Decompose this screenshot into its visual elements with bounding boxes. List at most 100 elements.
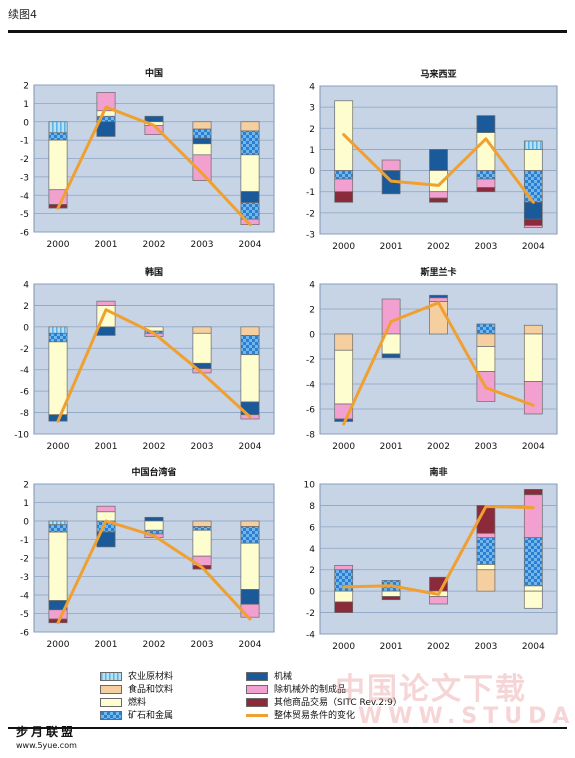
legend-swatch bbox=[246, 672, 268, 681]
bar-segment-ores bbox=[48, 132, 68, 141]
chart-panel: -6 -5 -4 -3 -2 -1 0 1 2 中国 2000 2001 2002 2003 2004 bbox=[20, 67, 275, 250]
bar-segment-manu bbox=[381, 298, 401, 335]
legend-swatch bbox=[100, 711, 122, 720]
brand-name: 步月联盟 bbox=[16, 725, 77, 739]
legend-label: 除机械外的制成品 bbox=[274, 685, 347, 695]
bar-segment-manu bbox=[96, 300, 116, 306]
bar-segment-manu bbox=[476, 532, 496, 538]
bar-segment-mach bbox=[240, 589, 260, 605]
legend-label: 其他商品交易（SITC Rev.2:9） bbox=[274, 698, 402, 708]
bar-segment-ores bbox=[523, 170, 543, 203]
bar-segment-food bbox=[523, 324, 543, 335]
y-tick-label: 2 bbox=[23, 82, 29, 92]
y-tick-label: -2 bbox=[20, 555, 29, 565]
bar-segment-fuel bbox=[334, 590, 354, 603]
y-tick-label: 0 bbox=[309, 167, 315, 177]
chart-panel: -6 -5 -4 -3 -2 -1 0 1 2 中国台湾省 2000 2001 2002 2003 2004 bbox=[20, 466, 275, 650]
chart-title: 中国台湾省 bbox=[131, 466, 176, 478]
bar-segment-fuel bbox=[334, 349, 354, 405]
bar-segment-fuel bbox=[192, 332, 212, 364]
legend-label: 农业原材料 bbox=[128, 672, 174, 682]
bar-segment-ores bbox=[192, 526, 212, 531]
bar-segment-manu bbox=[381, 159, 401, 171]
chart-title: 中国 bbox=[145, 67, 163, 79]
y-tick-label: -6 bbox=[20, 388, 29, 398]
bar-segment-ores bbox=[48, 332, 68, 343]
x-tick-label: 2003 bbox=[474, 442, 497, 452]
chart-panel: -8 -6 -4 -2 0 2 4 斯里兰卡 2000 2001 2002 2003 2004 bbox=[306, 266, 558, 452]
x-tick-label: 2002 bbox=[427, 642, 450, 652]
bar-segment-ores bbox=[476, 537, 496, 565]
bar-segment-food bbox=[240, 121, 260, 132]
x-tick-label: 2003 bbox=[474, 642, 497, 652]
bar-segment-ores bbox=[48, 524, 68, 533]
bar-segment-fuel bbox=[523, 149, 543, 171]
bar-segment-other bbox=[334, 191, 354, 203]
bar-segment-manu bbox=[523, 381, 543, 415]
x-tick-label: 2004 bbox=[522, 442, 545, 452]
bar-segment-fuel bbox=[523, 590, 543, 609]
bar-segment-other bbox=[523, 489, 543, 496]
bar-segment-manu bbox=[523, 225, 543, 229]
y-tick-label: -2 bbox=[20, 155, 29, 165]
chart-panel: -4 -2 0 2 4 6 8 10 南非 2000 2001 2002 2003 2004 bbox=[304, 466, 558, 652]
bar-segment-ores bbox=[240, 130, 260, 156]
x-tick-label: 2003 bbox=[191, 240, 214, 250]
x-tick-label: 2004 bbox=[522, 642, 545, 652]
bar-segment-fuel bbox=[240, 154, 260, 192]
x-tick-label: 2004 bbox=[522, 242, 545, 252]
bar-segment-fuel bbox=[523, 585, 543, 592]
figure-title: 续图4 bbox=[8, 8, 37, 21]
legend-label: 矿石和金属 bbox=[128, 711, 174, 721]
y-tick-label: -6 bbox=[306, 406, 315, 416]
bar-segment-agri bbox=[48, 121, 68, 134]
bar-segment-food bbox=[334, 333, 354, 351]
bar-segment-fuel bbox=[192, 529, 212, 557]
bar-segment-food bbox=[476, 569, 496, 592]
chart-panel: -3 -2 -1 0 1 2 3 4 马来西亚 2000 2001 2002 2003 2004 bbox=[306, 68, 558, 252]
y-tick-label: -3 bbox=[306, 231, 315, 241]
bar-segment-other bbox=[334, 601, 354, 613]
bar-segment-other bbox=[429, 197, 448, 203]
bar-segment-food bbox=[192, 326, 212, 334]
terms-of-trade-line bbox=[342, 505, 535, 596]
bar-segment-food bbox=[240, 326, 260, 336]
bar-segment-manu bbox=[96, 91, 116, 112]
bar-segment-mach bbox=[381, 353, 401, 359]
watermark-logo: 中国论文下载 bbox=[335, 672, 527, 707]
bar-segment-manu bbox=[96, 505, 116, 513]
bar-segment-fuel bbox=[476, 346, 496, 372]
x-tick-label: 2001 bbox=[380, 642, 403, 652]
x-tick-label: 2001 bbox=[95, 640, 118, 650]
bar-segment-ores bbox=[240, 526, 260, 544]
y-tick-label: -6 bbox=[20, 229, 29, 239]
x-tick-label: 2001 bbox=[95, 442, 118, 452]
bar-segment-fuel bbox=[192, 143, 212, 156]
x-tick-label: 2002 bbox=[427, 242, 450, 252]
legend-swatch bbox=[246, 714, 268, 717]
plot-area bbox=[33, 283, 275, 435]
y-tick-label: 0 bbox=[309, 588, 315, 598]
x-tick-label: 2003 bbox=[191, 442, 214, 452]
bar-segment-other bbox=[381, 596, 401, 601]
x-tick-label: 2000 bbox=[332, 642, 355, 652]
x-tick-label: 2003 bbox=[474, 242, 497, 252]
y-tick-label: 0 bbox=[309, 331, 315, 341]
y-tick-label: 0 bbox=[23, 323, 29, 333]
x-tick-label: 2003 bbox=[191, 640, 214, 650]
bar-segment-fuel bbox=[381, 590, 401, 597]
bar-segment-other bbox=[523, 218, 543, 226]
bar-segment-agri bbox=[48, 520, 68, 526]
y-tick-label: 6 bbox=[309, 523, 315, 533]
y-tick-label: -8 bbox=[306, 431, 315, 441]
y-tick-label: -2 bbox=[306, 609, 315, 619]
bar-segment-mach bbox=[144, 115, 164, 123]
terms-of-trade-line bbox=[56, 105, 252, 227]
bar-segment-fuel bbox=[48, 531, 68, 601]
bar-segment-manu bbox=[334, 178, 354, 193]
bar-segment-food bbox=[192, 121, 212, 130]
bar-segment-manu bbox=[429, 596, 448, 605]
y-tick-label: -2 bbox=[20, 345, 29, 355]
y-tick-label: -1 bbox=[20, 137, 29, 147]
bar-segment-ores bbox=[240, 335, 260, 356]
